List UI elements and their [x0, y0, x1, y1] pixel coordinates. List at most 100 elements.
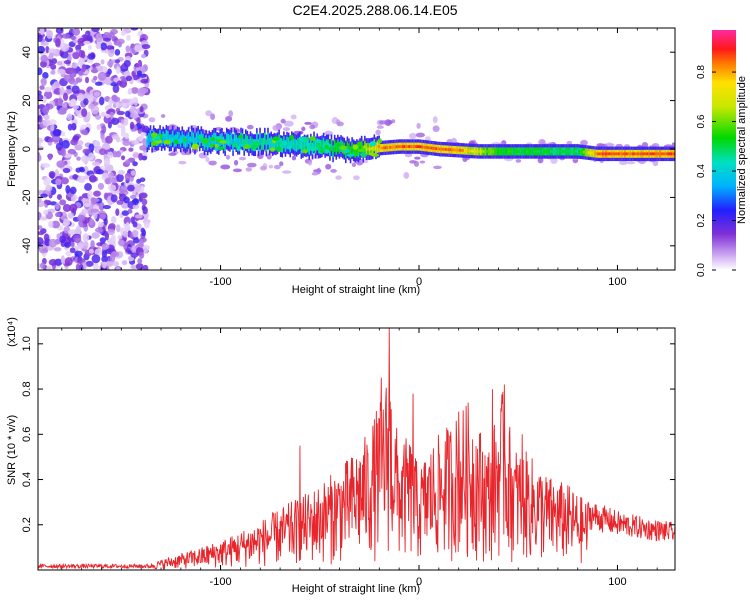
heatmap-cell [251, 142, 253, 146]
heatmap-cell [236, 145, 241, 152]
heatmap-cell [565, 149, 568, 153]
heatmap-cell [249, 140, 252, 144]
heatmap-cell [121, 210, 130, 216]
heatmap-cell [346, 145, 349, 149]
colorbar-tick-label: 0.2 [696, 213, 707, 227]
heatmap-cell [125, 222, 130, 230]
heatmap-cell [98, 148, 107, 156]
heatmap-cell [112, 150, 118, 158]
heatmap-cell [102, 37, 112, 42]
heatmap-cell [454, 148, 457, 152]
colorbar-tick-label: 0.0 [696, 263, 707, 277]
heatmap-cell [132, 230, 139, 238]
heatmap-cell [376, 145, 379, 149]
heatmap-cell [48, 170, 56, 179]
colorbar: 0.0 0.2 0.4 0.6 0.8 Normalized spectral ampl… [696, 30, 748, 277]
heatmap-cell [190, 135, 193, 139]
heatmap-cell [270, 141, 272, 145]
heatmap-cell [115, 102, 123, 107]
heatmap-cell [351, 162, 357, 168]
heatmap-cell [413, 160, 420, 167]
heatmap-cell [69, 186, 77, 195]
heatmap-cell [72, 105, 80, 110]
colorbar-gradient [712, 30, 736, 270]
heatmap-cell [487, 149, 490, 153]
heatmap-cell [142, 138, 148, 147]
heatmap-cell [114, 49, 121, 56]
y-tick-label: -40 [21, 238, 33, 254]
heatmap-cell [125, 45, 131, 53]
heatmap-cell [220, 164, 231, 170]
heatmap-cell [329, 148, 331, 152]
heatmap-cell [136, 178, 142, 184]
heatmap-cell [126, 34, 131, 41]
heatmap-cell [94, 81, 103, 86]
heatmap-cell [194, 142, 196, 145]
heatmap-cell [49, 201, 58, 206]
heatmap-cell [90, 197, 97, 203]
heatmap-cell [39, 216, 48, 221]
heatmap-cell [379, 146, 382, 150]
heatmap-cell [60, 147, 66, 157]
heatmap-cell [596, 143, 605, 148]
heatmap-cell [85, 260, 94, 267]
heatmap-cell [102, 261, 107, 269]
heatmap-cell [356, 141, 363, 147]
heatmap-cell [40, 193, 48, 198]
heatmap-cell [337, 144, 339, 148]
heatmap-cell [96, 65, 103, 72]
heatmap-cell [568, 149, 571, 153]
heatmap-cell [130, 87, 139, 94]
heatmap-cell [460, 148, 463, 152]
heatmap-cell [110, 251, 120, 258]
heatmap-cell [105, 45, 115, 50]
heatmap-cell [115, 136, 121, 143]
heatmap-cell [93, 75, 98, 81]
heatmap-cell [48, 259, 58, 266]
heatmap-cell [42, 119, 51, 127]
heatmap-cell [543, 149, 546, 153]
heatmap-cell [132, 96, 138, 102]
heatmap-cell [165, 134, 168, 138]
heatmap-cell [132, 221, 138, 228]
heatmap-cell [38, 137, 43, 143]
heatmap-cell [139, 106, 144, 113]
heatmap-cell [387, 145, 390, 149]
heatmap-cell [304, 121, 312, 125]
heatmap-cell [241, 137, 244, 141]
heatmap-cell [433, 147, 436, 150]
heatmap-cell [671, 142, 675, 147]
heatmap-cell [595, 152, 598, 156]
heatmap-cell [139, 145, 148, 151]
heatmap-cell [80, 129, 88, 135]
heatmap-cell [55, 142, 63, 151]
heatmap-cell [508, 149, 511, 153]
heatmap-cell [206, 142, 209, 146]
heatmap-cell [38, 146, 45, 151]
heatmap-cell [72, 135, 80, 141]
heatmap-cell [61, 33, 71, 39]
snr-x-ticks: -100 0 100 [61, 328, 658, 588]
heatmap-cell [314, 145, 317, 149]
snr-frame [37, 327, 676, 571]
heatmap-cell [139, 87, 149, 94]
heatmap-cell [282, 127, 291, 132]
heatmap-cell [178, 136, 180, 140]
heatmap-cell [198, 138, 201, 142]
heatmap-cell [429, 146, 431, 150]
heatmap-cell [221, 137, 223, 141]
heatmap-cell [478, 149, 480, 153]
heatmap-cell [127, 208, 133, 214]
snr-background [38, 328, 675, 570]
heatmap-cell [107, 121, 112, 129]
heatmap-cell [102, 204, 112, 210]
heatmap-cell [130, 264, 138, 270]
heatmap-cell [110, 117, 120, 126]
heatmap-cell [138, 251, 145, 259]
heatmap-cell [368, 152, 376, 156]
heatmap-cell [280, 118, 286, 124]
heatmap-cell [618, 160, 628, 166]
heatmap-cell [209, 143, 214, 148]
heatmap-cell [521, 149, 523, 153]
heatmap-cell [107, 228, 116, 236]
